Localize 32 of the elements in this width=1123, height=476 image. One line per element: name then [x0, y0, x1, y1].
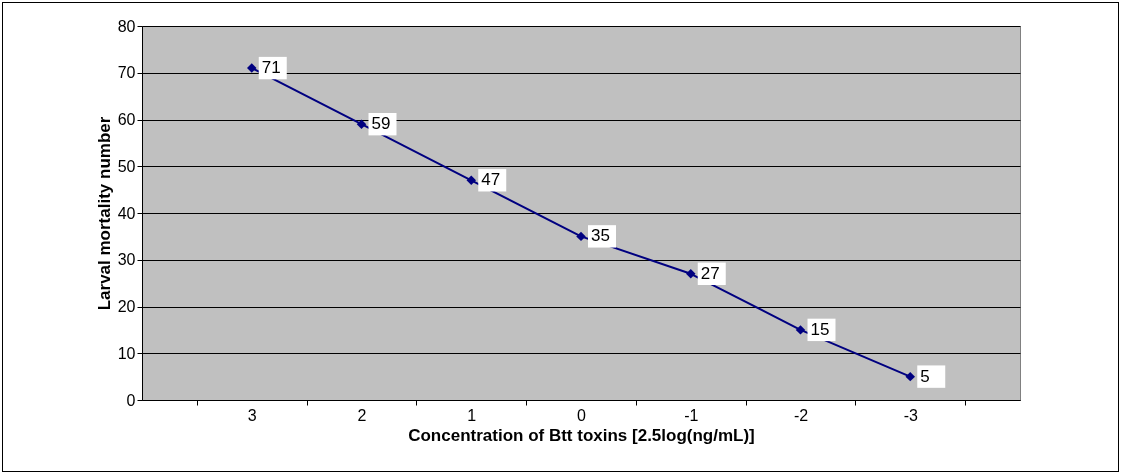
x-tick-label: -1	[684, 406, 699, 424]
y-tick-label: 10	[117, 344, 136, 362]
point	[356, 119, 367, 129]
x-tick-label: -2	[793, 406, 809, 424]
point	[686, 269, 696, 279]
y-axis-title: Larval mortality number	[94, 116, 114, 311]
y-tick-label: 0	[126, 391, 136, 409]
x-tick-label: 1	[467, 406, 477, 424]
x-tick-label: 3	[247, 406, 257, 424]
y-tick-label: 40	[117, 204, 136, 222]
x-tick-label: -3	[903, 406, 918, 424]
y-tick-label: 70	[117, 64, 136, 82]
point	[247, 63, 257, 73]
data-label: 35	[591, 226, 610, 246]
point	[795, 325, 806, 335]
y-tick-label: 60	[117, 111, 136, 128]
data-label: 27	[700, 263, 720, 283]
point	[466, 175, 476, 186]
data-label: 15	[810, 319, 830, 339]
point	[905, 371, 915, 382]
y-tick-label: 30	[117, 251, 136, 269]
data-label: 71	[261, 58, 281, 78]
data-label: 47	[481, 170, 501, 190]
data-label: 5	[920, 366, 930, 386]
x-tick-label: 2	[357, 406, 367, 424]
x-axis-title: Concentration of Btt toxins [2.5log(ng/mL)]	[408, 425, 755, 445]
point	[576, 231, 586, 242]
data-label: 59	[371, 114, 391, 134]
y-tick-label: 20	[117, 298, 136, 315]
y-tick-label: 80	[117, 17, 136, 35]
y-tick-label: 50	[117, 157, 136, 175]
x-tick-label: 0	[577, 406, 587, 424]
